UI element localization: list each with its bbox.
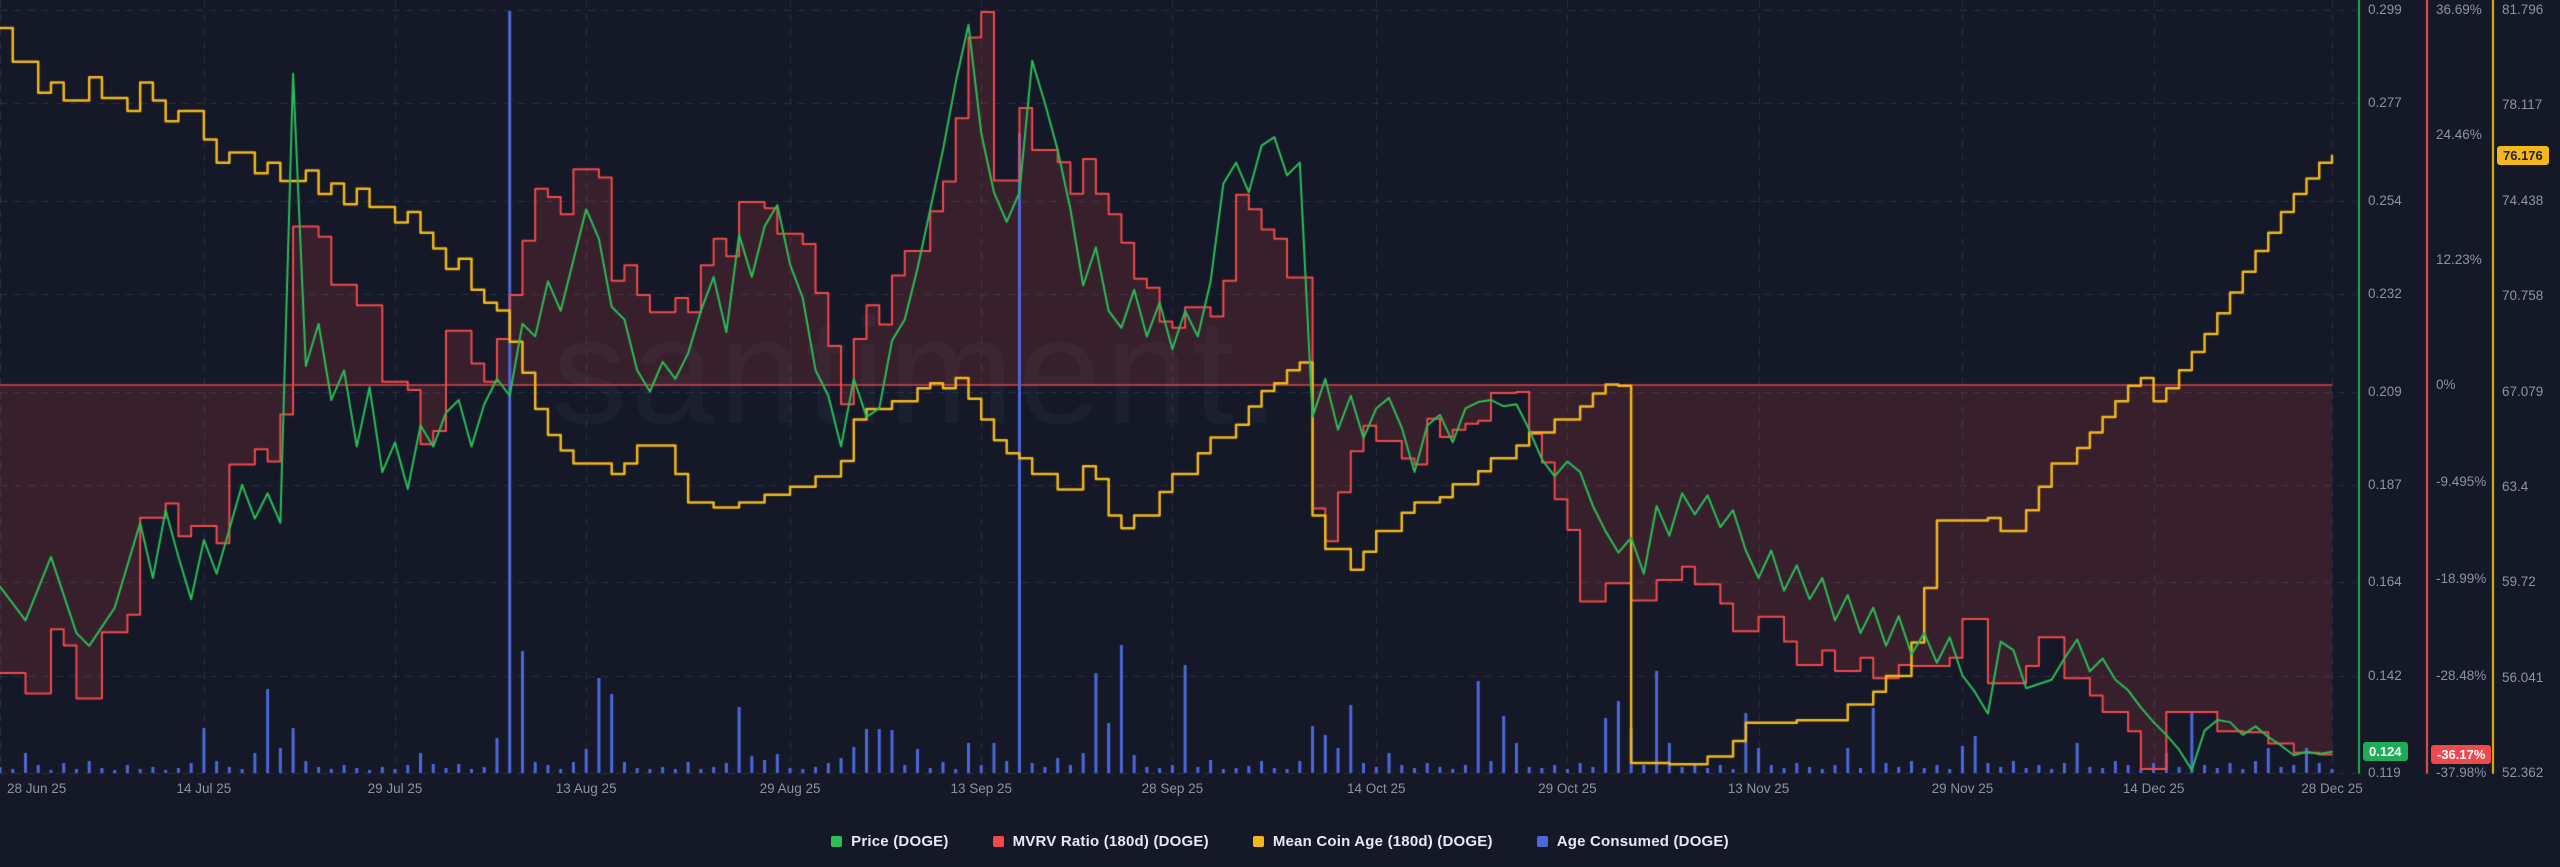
mean_coin_age-tick-label: 74.438: [2502, 192, 2544, 208]
mean-coin-age-current-value-badge: 76.176: [2497, 145, 2549, 165]
mean_coin_age-tick-label: 81.796: [2502, 2, 2544, 17]
x-axis-date-label: 14 Jul 25: [176, 781, 232, 796]
mvrv-tick-label: -9.495%: [2436, 473, 2487, 489]
mvrv-current-value-badge: -36.17%: [2431, 744, 2492, 764]
legend-label: Price (DOGE): [851, 833, 949, 850]
legend-item-mvrv[interactable]: MVRV Ratio (180d) (DOGE): [992, 833, 1209, 850]
x-axis-date-label: 29 Jul 25: [367, 781, 423, 796]
legend-label: Mean Coin Age (180d) (DOGE): [1272, 833, 1493, 850]
mvrv-tick-label: -37.98%: [2436, 765, 2487, 780]
mean_coin_age-tick-label: 78.117: [2502, 97, 2543, 113]
legend-label: Age Consumed (DOGE): [1556, 833, 1729, 850]
mean_coin_age-tick-label: 67.079: [2502, 383, 2544, 399]
x-axis-date-label: 14 Dec 25: [2122, 781, 2185, 796]
x-axis-date-label: 28 Dec 25: [2301, 781, 2363, 796]
x-axis-date-label: 29 Aug 25: [759, 781, 821, 796]
price-tick-label: 0.119: [2368, 765, 2401, 780]
x-axis-date-label: 14 Oct 25: [1346, 781, 1406, 796]
mean_coin_age-tick-label: 59.72: [2502, 574, 2536, 590]
mvrv-tick-label: 0%: [2436, 376, 2456, 392]
mean_coin_age-legend-swatch-icon: [1252, 836, 1264, 847]
legend-label: MVRV Ratio (180d) (DOGE): [1012, 833, 1209, 850]
legend-item-price[interactable]: Price (DOGE): [831, 833, 948, 850]
mvrv-tick-label: 36.69%: [2436, 2, 2482, 17]
mean_coin_age-tick-label: 52.362: [2502, 765, 2544, 780]
price-legend-swatch-icon: [831, 836, 843, 847]
mean_coin_age-tick-label: 70.758: [2502, 288, 2544, 304]
mvrv-tick-label: 24.46%: [2436, 126, 2482, 142]
mean_coin_age-tick-label: 56.041: [2502, 669, 2544, 685]
mvrv-legend-swatch-icon: [992, 836, 1004, 847]
mvrv-tick-label: -28.48%: [2436, 667, 2487, 683]
x-axis-date-label: 29 Oct 25: [1538, 781, 1597, 796]
x-axis-date-label: 28 Sep 25: [1141, 781, 1204, 796]
x-axis-date-label: 13 Sep 25: [950, 781, 1012, 796]
x-axis-date-label: 29 Nov 25: [1931, 781, 1994, 796]
price-tick-label: 0.232: [2368, 286, 2402, 301]
x-axis-date-label: 13 Nov 25: [1727, 781, 1790, 796]
price-tick-label: 0.187: [2368, 476, 2402, 492]
price-tick-label: 0.254: [2368, 192, 2402, 208]
age_consumed-legend-swatch-icon: [1536, 836, 1548, 847]
price-tick-label: 0.209: [2368, 383, 2402, 399]
x-axis-date-label: 28 Jun 25: [7, 781, 67, 796]
price-tick-label: 0.299: [2368, 2, 2402, 17]
chart-legend: Price (DOGE) MVRV Ratio (180d) (DOGE) Mean…: [0, 833, 2560, 850]
price-tick-label: 0.142: [2368, 667, 2402, 683]
mean_coin_age-tick-label: 63.4: [2502, 478, 2529, 494]
legend-item-age_consumed[interactable]: Age Consumed (DOGE): [1536, 833, 1729, 850]
legend-item-mean_coin_age[interactable]: Mean Coin Age (180d) (DOGE): [1252, 833, 1493, 850]
x-axis-date-label: 13 Aug 25: [555, 781, 617, 796]
price-current-value-badge: 0.124: [2363, 741, 2408, 761]
mvrv-tick-label: 12.23%: [2436, 251, 2482, 267]
mvrv-tick-label: -18.99%: [2436, 570, 2487, 586]
price-tick-label: 0.164: [2368, 574, 2402, 590]
price-tick-label: 0.277: [2368, 95, 2402, 111]
